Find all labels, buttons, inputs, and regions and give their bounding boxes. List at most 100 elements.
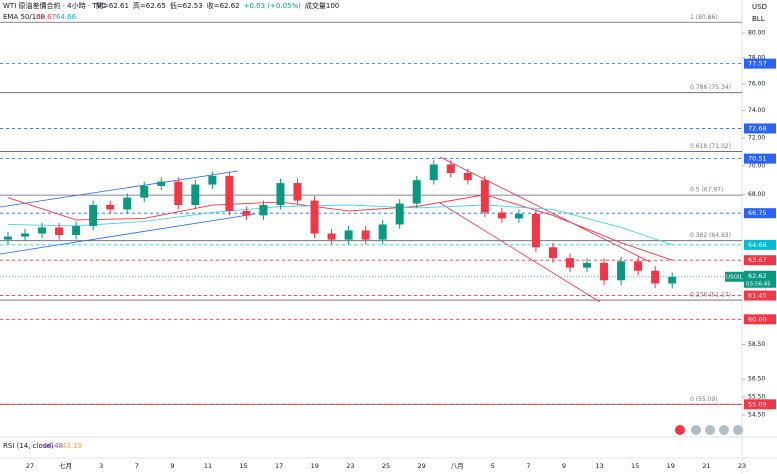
y-tick-label: 72.00	[748, 134, 765, 141]
price-tag-label: 63.67	[748, 256, 767, 264]
candle-body	[395, 203, 404, 225]
fib-label: 0.382 (64.93)	[690, 232, 731, 239]
time-label: 七月	[59, 461, 72, 470]
ema-line	[7, 194, 673, 261]
candle-body	[89, 205, 98, 226]
candle-body	[463, 172, 472, 181]
price-tag	[744, 314, 776, 325]
candle-body	[38, 227, 47, 234]
y-tick-label: 80.00	[748, 29, 765, 36]
candle-body	[565, 258, 574, 268]
candle-body	[617, 261, 626, 281]
price-tag	[744, 153, 776, 164]
y-tick-label: 54.50	[748, 412, 765, 419]
candle-body	[429, 164, 438, 181]
candle-body	[55, 227, 64, 236]
ema-line	[7, 204, 673, 246]
y-tick-label: 76.00	[748, 80, 765, 87]
legend-value: 高=62.65	[133, 1, 166, 10]
candle-body	[497, 212, 506, 219]
candle-body	[310, 200, 319, 234]
price-tag-label: 64.66	[748, 241, 767, 249]
candle-body	[157, 181, 166, 186]
fib-label: 0.5 (67.97)	[690, 187, 723, 194]
price-tag	[744, 208, 776, 219]
time-label: 23	[738, 462, 746, 470]
time-label: 15	[631, 462, 639, 470]
candle-body	[412, 180, 421, 204]
candle-body	[514, 213, 523, 219]
blue-channel	[0, 170, 256, 255]
candle-body	[583, 262, 592, 268]
fib-label: 0 (55.09)	[690, 396, 718, 403]
fib-label: 0.618 (71.02)	[690, 143, 731, 150]
price-tag	[744, 290, 776, 301]
y-tick-label: 56.50	[748, 376, 765, 383]
time-label: 八月	[451, 462, 464, 470]
y-tick-label: 78.00	[748, 55, 765, 62]
candle-body	[123, 197, 132, 210]
candle-body	[480, 180, 489, 213]
price-tag-label: 77.57	[748, 60, 767, 68]
candle-body	[651, 270, 660, 284]
price-tag	[744, 255, 776, 266]
y-tick-label: 74.00	[748, 107, 765, 114]
time-label: 25	[382, 462, 390, 470]
time-label: 7	[135, 462, 139, 470]
candle-body	[140, 185, 149, 198]
candle-body	[225, 175, 234, 211]
legend-value: 成交量100	[305, 1, 339, 10]
candle-body	[548, 247, 557, 259]
y-tick-label: 58.50	[748, 341, 765, 348]
rsi-value: 43.19	[62, 442, 82, 450]
price-tag-label: 66.75	[748, 209, 767, 217]
candle-body	[174, 181, 183, 206]
candle-body	[72, 225, 81, 236]
time-label: 9	[562, 462, 566, 470]
time-label: 29	[417, 462, 425, 470]
y-tick-label: 55.50	[748, 393, 765, 400]
time-label: 13	[595, 462, 603, 470]
currency: USD	[752, 3, 767, 11]
ema-legend-title: EMA 50/100	[3, 13, 45, 21]
fib-label: 0.786 (75.34)	[690, 84, 731, 91]
price-tag-label: 60.00	[748, 315, 767, 323]
legend-value: 收=62.62	[207, 1, 240, 10]
candle-body	[446, 164, 455, 173]
price-tag	[744, 399, 776, 410]
last-price-label: 62.62	[748, 272, 767, 280]
time-label: 27	[26, 462, 34, 470]
y-tick-label: 70.00	[748, 162, 765, 169]
time-label: 7	[526, 462, 530, 470]
candle-body	[293, 183, 302, 201]
time-label: 19	[311, 462, 319, 470]
candle-body	[276, 183, 285, 206]
legend-value: +0.03 (+0.05%)	[244, 2, 302, 10]
candle-body	[106, 205, 115, 210]
last-price-tag	[744, 270, 776, 288]
time-label: 23	[346, 462, 354, 470]
countdown: 03:56:45	[746, 281, 771, 287]
legend-title: WTI 原油差價合約 · 4小時 · TVC	[3, 1, 106, 10]
price-tag	[744, 239, 776, 250]
time-label: 9	[170, 462, 174, 470]
unit: BLL	[752, 15, 765, 23]
time-label: 5	[491, 462, 495, 470]
price-tag-label: 55.09	[748, 400, 767, 408]
candle-body	[4, 236, 12, 240]
ema-legend-value: 63.67	[36, 13, 56, 21]
price-tag-label: 72.68	[748, 124, 767, 132]
time-label: 15	[239, 462, 247, 470]
candle-body	[531, 213, 540, 248]
candle-body	[634, 261, 643, 271]
price-tag-label: 70.51	[748, 155, 767, 163]
fib-label: 1 (80.86)	[690, 14, 718, 21]
symbol-tag-label: USOIL	[726, 274, 743, 280]
y-tick-label: 68.00	[748, 191, 765, 198]
candle-body	[600, 262, 609, 281]
candle-body	[668, 276, 677, 284]
candle-body	[344, 230, 353, 240]
candle-body	[208, 175, 217, 185]
rsi-legend-title: RSI (14, close)	[3, 442, 54, 450]
